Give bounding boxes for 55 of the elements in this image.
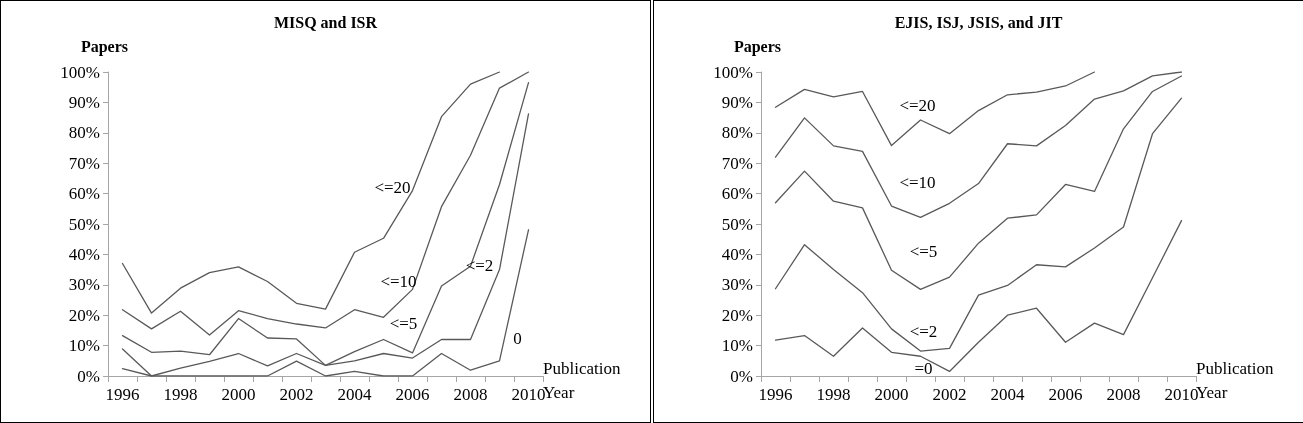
y-tick-label: 90% <box>68 92 100 112</box>
y-tick-label: 100% <box>60 62 100 82</box>
series-label: <=2 <box>465 256 494 276</box>
x-tick-label: 2002 <box>279 385 314 404</box>
series-label: <=20 <box>899 95 936 115</box>
x-tick-label: 2002 <box>932 385 967 404</box>
y-tick-label: 0% <box>77 366 100 386</box>
y-tick-label: 50% <box>68 214 100 234</box>
y-tick-label: 60% <box>68 184 100 204</box>
y-tick-label: 20% <box>68 305 100 325</box>
y-axis-title: Papers <box>733 37 781 56</box>
series-label: <=10 <box>380 271 417 291</box>
y-tick-label: 30% <box>68 275 100 295</box>
x-tick-label: 1996 <box>105 385 140 404</box>
line-series <box>774 71 1183 218</box>
x-tick-label: 2004 <box>990 385 1025 404</box>
series-label: <=10 <box>899 172 936 192</box>
x-tick-label: 2000 <box>221 385 256 404</box>
y-tick-label: 40% <box>68 244 100 264</box>
y-tick-label: 60% <box>721 184 753 204</box>
y-tick-label: 40% <box>721 244 753 264</box>
line-series <box>774 71 1096 147</box>
line-series <box>774 75 1183 291</box>
y-axis-title: Papers <box>80 37 128 56</box>
y-tick-label: 100% <box>713 62 753 82</box>
y-tick-label: 90% <box>721 92 753 112</box>
x-tick-label: 2006 <box>395 385 430 404</box>
series-label: <=2 <box>909 321 938 341</box>
y-tick-label: 50% <box>721 214 753 234</box>
series-label: <=5 <box>909 241 938 261</box>
line-series <box>774 97 1183 352</box>
series-label: =0 <box>914 358 933 378</box>
line-series <box>774 220 1183 373</box>
x-tick-label: 2004 <box>337 385 372 404</box>
series-label: <=20 <box>374 177 411 197</box>
series-label: <=5 <box>389 314 418 334</box>
x-tick-label: 2000 <box>874 385 909 404</box>
chart-title: MISQ and ISR <box>273 13 378 31</box>
chart-title: EJIS, ISJ, JSIS, and JIT <box>894 13 1063 31</box>
y-tick-label: 70% <box>721 153 753 173</box>
x-tick-label: 1996 <box>758 385 793 404</box>
x-tick-label: 1998 <box>163 385 198 404</box>
y-tick-label: 20% <box>721 305 753 325</box>
y-tick-label: 80% <box>721 123 753 143</box>
x-tick-label: 1998 <box>816 385 851 404</box>
y-tick-label: 80% <box>68 123 100 143</box>
series-label: 0 <box>513 329 522 349</box>
y-tick-label: 0% <box>730 366 753 386</box>
x-tick-label: 2008 <box>453 385 488 404</box>
x-tick-label: 2008 <box>1106 385 1141 404</box>
x-tick-label: 2006 <box>1048 385 1083 404</box>
y-tick-label: 10% <box>68 336 100 356</box>
y-tick-label: 70% <box>68 153 100 173</box>
y-tick-label: 30% <box>721 275 753 295</box>
y-tick-label: 10% <box>721 336 753 356</box>
